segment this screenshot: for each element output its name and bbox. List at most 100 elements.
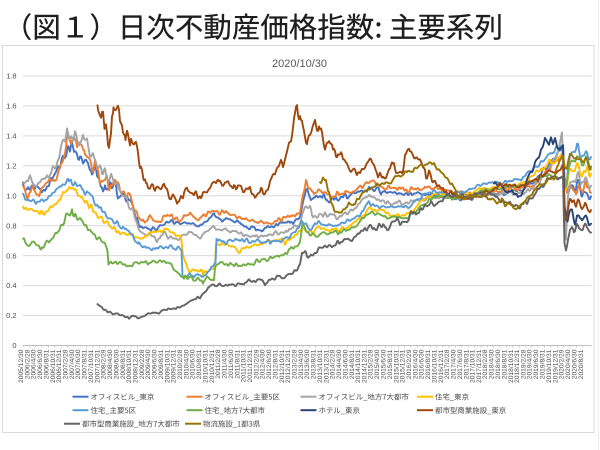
svg-text:2018/12/31: 2018/12/31 bbox=[514, 349, 521, 383]
svg-text:2017/8/31: 2017/8/31 bbox=[463, 349, 470, 379]
svg-text:2014/6/30: 2014/6/30 bbox=[342, 349, 349, 379]
svg-text:2016/2/29: 2016/2/29 bbox=[406, 349, 413, 379]
svg-text:2018/8/31: 2018/8/31 bbox=[501, 349, 508, 379]
svg-text:2006/4/30: 2006/4/30 bbox=[31, 349, 38, 379]
svg-text:2009/12/31: 2009/12/31 bbox=[171, 349, 178, 383]
svg-text:2009/4/30: 2009/4/30 bbox=[145, 349, 152, 379]
svg-text:2017/10/31: 2017/10/31 bbox=[470, 349, 477, 383]
svg-text:2007/4/30: 2007/4/30 bbox=[69, 349, 76, 379]
svg-text:2015/2/28: 2015/2/28 bbox=[368, 349, 375, 379]
svg-text:2012/4/30: 2012/4/30 bbox=[260, 349, 267, 379]
svg-text:1.0: 1.0 bbox=[6, 191, 16, 200]
svg-text:2007/2/28: 2007/2/28 bbox=[62, 349, 69, 379]
svg-text:2010/4/30: 2010/4/30 bbox=[183, 349, 190, 379]
svg-text:2015/6/30: 2015/6/30 bbox=[380, 349, 387, 379]
svg-text:2014/2/28: 2014/2/28 bbox=[330, 349, 337, 379]
svg-text:2010/12/31: 2010/12/31 bbox=[209, 349, 216, 383]
svg-text:2007/6/30: 2007/6/30 bbox=[75, 349, 82, 379]
svg-text:2013/8/31: 2013/8/31 bbox=[311, 349, 318, 379]
svg-text:2008/10/31: 2008/10/31 bbox=[126, 349, 133, 383]
svg-text:2019/10/31: 2019/10/31 bbox=[546, 349, 553, 383]
svg-text:2015/10/31: 2015/10/31 bbox=[393, 349, 400, 383]
svg-text:0.4: 0.4 bbox=[6, 281, 16, 290]
svg-text:2019/2/28: 2019/2/28 bbox=[520, 349, 527, 379]
svg-text:2009/10/31: 2009/10/31 bbox=[164, 349, 171, 383]
svg-text:2011/4/30: 2011/4/30 bbox=[221, 349, 228, 379]
svg-text:1.8: 1.8 bbox=[6, 72, 16, 81]
svg-text:0.6: 0.6 bbox=[6, 251, 16, 260]
svg-text:2009/6/30: 2009/6/30 bbox=[152, 349, 159, 379]
svg-text:2009/2/28: 2009/2/28 bbox=[139, 349, 146, 379]
svg-text:2011/10/31: 2011/10/31 bbox=[241, 349, 248, 382]
svg-text:2014/4/30: 2014/4/30 bbox=[336, 349, 343, 379]
svg-text:2008/2/29: 2008/2/29 bbox=[101, 349, 108, 379]
svg-text:2012/6/30: 2012/6/30 bbox=[266, 349, 273, 379]
svg-text:2012/2/29: 2012/2/29 bbox=[253, 349, 260, 379]
svg-text:2017/6/30: 2017/6/30 bbox=[457, 349, 464, 379]
svg-text:2007/8/31: 2007/8/31 bbox=[82, 349, 89, 379]
svg-text:2011/6/30: 2011/6/30 bbox=[228, 349, 235, 379]
svg-text:2020/8/31: 2020/8/31 bbox=[578, 349, 585, 379]
svg-text:2020/6/30: 2020/6/30 bbox=[571, 349, 578, 379]
svg-text:0.8: 0.8 bbox=[6, 221, 16, 230]
svg-text:2008/4/30: 2008/4/30 bbox=[107, 349, 114, 379]
svg-text:2010/10/31: 2010/10/31 bbox=[203, 349, 210, 383]
svg-text:2020/4/30: 2020/4/30 bbox=[565, 349, 572, 379]
svg-text:2007/10/31: 2007/10/31 bbox=[88, 349, 95, 383]
svg-text:2006/10/31: 2006/10/31 bbox=[50, 349, 57, 383]
svg-text:2016/8/31: 2016/8/31 bbox=[425, 349, 432, 379]
svg-text:2014/8/31: 2014/8/31 bbox=[349, 349, 356, 379]
svg-text:2013/4/30: 2013/4/30 bbox=[298, 349, 305, 379]
svg-text:2016/6/30: 2016/6/30 bbox=[419, 349, 426, 379]
svg-text:2013/12/31: 2013/12/31 bbox=[323, 349, 330, 383]
svg-text:2019/4/30: 2019/4/30 bbox=[527, 349, 534, 379]
svg-text:2013/2/28: 2013/2/28 bbox=[291, 349, 298, 379]
svg-text:2008/12/31: 2008/12/31 bbox=[133, 349, 140, 383]
svg-text:2018/6/30: 2018/6/30 bbox=[495, 349, 502, 379]
svg-text:2009/8/31: 2009/8/31 bbox=[158, 349, 165, 379]
svg-text:2008/8/31: 2008/8/31 bbox=[120, 349, 127, 379]
svg-text:0.2: 0.2 bbox=[6, 311, 16, 320]
svg-text:2016/12/31: 2016/12/31 bbox=[438, 349, 445, 383]
svg-text:2017/4/30: 2017/4/30 bbox=[450, 349, 457, 379]
svg-text:2015/4/30: 2015/4/30 bbox=[374, 349, 381, 379]
svg-text:2012/12/31: 2012/12/31 bbox=[285, 349, 292, 383]
svg-text:2018/4/30: 2018/4/30 bbox=[489, 349, 496, 379]
svg-text:2011/2/28: 2011/2/28 bbox=[215, 349, 222, 379]
svg-text:2011/12/31: 2011/12/31 bbox=[247, 349, 254, 382]
svg-text:2018/2/28: 2018/2/28 bbox=[482, 349, 489, 379]
svg-text:2012/8/31: 2012/8/31 bbox=[273, 349, 280, 379]
svg-text:1.2: 1.2 bbox=[6, 161, 16, 170]
svg-text:2007/12/31: 2007/12/31 bbox=[94, 349, 101, 383]
svg-text:2012/10/31: 2012/10/31 bbox=[279, 349, 286, 383]
svg-text:2017/2/28: 2017/2/28 bbox=[444, 349, 451, 379]
svg-text:1.4: 1.4 bbox=[6, 131, 16, 140]
svg-text:2019/6/30: 2019/6/30 bbox=[533, 349, 540, 379]
svg-text:2018/10/31: 2018/10/31 bbox=[508, 349, 515, 383]
svg-text:2014/12/31: 2014/12/31 bbox=[362, 349, 369, 383]
svg-text:2006/2/28: 2006/2/28 bbox=[24, 349, 31, 379]
svg-text:2019/12/31: 2019/12/31 bbox=[552, 349, 559, 383]
svg-text:2006/8/31: 2006/8/31 bbox=[44, 349, 51, 379]
svg-text:2006/12/31: 2006/12/31 bbox=[56, 349, 63, 383]
svg-text:2005/12/30: 2005/12/30 bbox=[18, 349, 25, 383]
svg-text:2015/8/31: 2015/8/31 bbox=[387, 349, 394, 379]
svg-text:2010/8/31: 2010/8/31 bbox=[196, 349, 203, 379]
svg-text:2016/10/31: 2016/10/31 bbox=[432, 349, 439, 383]
svg-text:2019/8/31: 2019/8/31 bbox=[540, 349, 547, 379]
svg-text:2011/8/31: 2011/8/31 bbox=[234, 349, 241, 379]
svg-text:2020/10/30: 2020/10/30 bbox=[272, 58, 327, 70]
svg-text:2010/2/28: 2010/2/28 bbox=[177, 349, 184, 379]
svg-text:1.6: 1.6 bbox=[6, 102, 16, 111]
svg-text:0: 0 bbox=[12, 341, 16, 350]
svg-text:2010/6/30: 2010/6/30 bbox=[190, 349, 197, 379]
svg-text:2013/10/31: 2013/10/31 bbox=[317, 349, 324, 383]
svg-text:2006/6/30: 2006/6/30 bbox=[37, 349, 44, 379]
svg-text:2008/6/30: 2008/6/30 bbox=[113, 349, 120, 379]
svg-text:2014/10/31: 2014/10/31 bbox=[355, 349, 362, 383]
svg-text:2015/12/31: 2015/12/31 bbox=[400, 349, 407, 383]
svg-text:2016/4/30: 2016/4/30 bbox=[412, 349, 419, 379]
svg-text:2013/6/30: 2013/6/30 bbox=[304, 349, 311, 379]
svg-text:2020/2/29: 2020/2/29 bbox=[559, 349, 566, 379]
svg-text:2017/12/31: 2017/12/31 bbox=[476, 349, 483, 383]
